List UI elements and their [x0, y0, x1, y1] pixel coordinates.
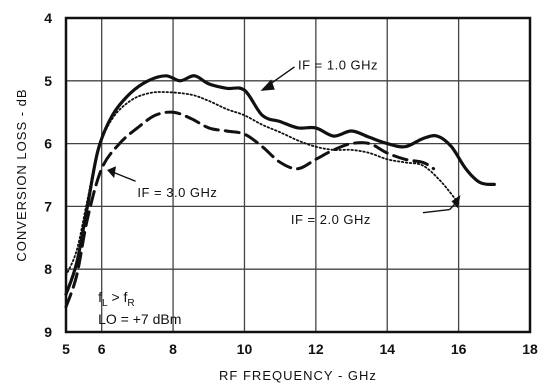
- y-tick-label-5: 5: [44, 73, 52, 89]
- x-tick-label-6: 6: [98, 341, 106, 357]
- x-tick-label-16: 16: [451, 341, 467, 357]
- x-axis-title: RF FREQUENCY - GHz: [219, 368, 377, 383]
- x-tick-label-14: 14: [379, 341, 395, 357]
- y-tick-labels: 4 5 6 7 8 9: [44, 10, 52, 340]
- leader-if-2ghz: [422, 208, 450, 214]
- series-line-1: [64, 74, 496, 296]
- annotation-if-1ghz: IF = 1.0 GHz: [298, 57, 378, 72]
- y-tick-label-6: 6: [44, 136, 52, 152]
- x-tick-label-8: 8: [169, 341, 177, 357]
- arrow-if-1ghz: [260, 79, 275, 91]
- arrow-if-3ghz: [107, 166, 116, 179]
- leader-if-3ghz: [112, 171, 136, 182]
- frequency-condition: fL > fR: [98, 289, 135, 309]
- series-line-2: [65, 91, 460, 277]
- series-layer: [64, 74, 496, 309]
- annotation-leaders: [107, 66, 461, 214]
- series-line-3: [64, 110, 436, 309]
- cond-gt: > f: [108, 289, 128, 305]
- arrow-if-2ghz: [451, 195, 461, 209]
- y-tick-label-9: 9: [44, 324, 52, 340]
- cond-f1: f: [98, 289, 102, 305]
- plot-frame: [64, 16, 532, 334]
- y-axis-title: CONVERSION LOSS - dB: [14, 88, 29, 261]
- annotation-if-2ghz: IF = 2.0 GHz: [291, 212, 371, 227]
- x-tick-label-12: 12: [308, 341, 324, 357]
- y-tick-label-4: 4: [44, 10, 52, 26]
- cond-sub-r: R: [127, 298, 134, 309]
- lo-condition: LO = +7 dBm: [98, 311, 181, 327]
- x-tick-label-18: 18: [522, 341, 538, 357]
- cond-sub-l: L: [102, 298, 108, 309]
- annotation-if-3ghz: IF = 3.0 GHz: [137, 185, 217, 200]
- x-tick-label-5: 5: [62, 341, 70, 357]
- x-tick-label-10: 10: [237, 341, 253, 357]
- y-tick-label-7: 7: [44, 198, 52, 214]
- x-tick-labels: 5 6 8 10 12 14 16 18: [62, 341, 538, 357]
- y-tick-label-8: 8: [44, 261, 52, 277]
